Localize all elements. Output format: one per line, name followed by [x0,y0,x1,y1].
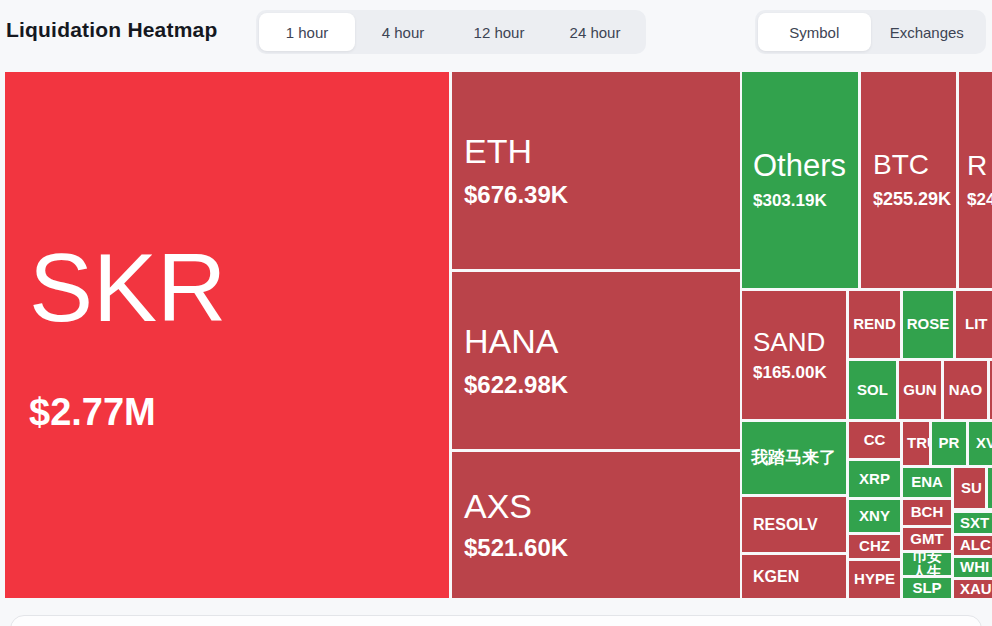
liquidation-treemap: SKR $2.77M ETH $676.39K HANA $622.98K AXS $521.… [5,72,992,600]
tile-symbol: ETH [464,133,532,170]
tile-symbol: KGEN [753,568,799,585]
tile-symbol: XAU [960,581,992,597]
view-toggle: SymbolExchanges [755,10,986,54]
treemap-tile-chz[interactable]: CHZ [849,535,900,558]
treemap-tile-ena[interactable]: ENA [903,468,951,497]
tile-value: $24 [967,191,992,210]
tile-symbol: 币安 人生 [912,553,942,575]
treemap-tile-sol[interactable]: SOL [849,361,896,419]
tab-24-hour[interactable]: 24 hour [547,13,643,51]
tile-symbol: REND [853,316,896,332]
treemap-tile-sand[interactable]: SAND $165.00K [742,291,846,419]
tile-symbol: XRP [859,471,890,487]
treemap-tile-nao[interactable]: NAO [944,361,987,419]
treemap-tile-whi[interactable]: WHI [954,558,992,577]
tile-symbol: PR [939,435,960,451]
treemap-tile-sxt[interactable]: SXT [954,513,992,533]
treemap-tile-cc[interactable]: CC [849,422,900,458]
timeframe-tabs: 1 hour4 hour12 hour24 hour [256,10,646,54]
treemap-tile-gun[interactable]: GUN [899,361,941,419]
tile-symbol: CHZ [859,538,890,554]
tile-value: $165.00K [753,364,827,383]
treemap-tile-cn-meme[interactable]: 我踏马来了 [742,422,846,494]
page-title: Liquidation Heatmap [6,18,217,42]
tile-symbol: Others [753,149,846,182]
tile-value: $303.19K [753,192,827,211]
tile-symbol: GMT [910,531,943,547]
tile-symbol: ROSE [907,316,950,332]
tab-1-hour[interactable]: 1 hour [259,13,355,51]
tile-symbol: CC [864,432,886,448]
treemap-tile-eth[interactable]: ETH $676.39K [452,72,740,269]
treemap-tile-xv[interactable]: XV [969,422,992,465]
treemap-tile-hype[interactable]: HYPE [849,561,900,598]
tile-symbol: ALC [960,537,991,553]
tile-value: $521.60K [464,535,568,561]
treemap-tile-others[interactable]: Others $303.19K [742,72,858,288]
tile-symbol: 我踏马来了 [751,449,836,467]
treemap-tile-su[interactable]: SU [954,468,985,508]
tile-symbol: HYPE [854,571,895,587]
treemap-tile-gmt[interactable]: GMT [903,528,951,550]
tile-symbol: SAND [753,328,825,356]
tab-4-hour[interactable]: 4 hour [355,13,451,51]
treemap-tile-xny[interactable]: XNY [849,500,900,532]
tile-symbol: SLP [912,580,941,596]
treemap-tile-xau[interactable]: XAU [954,580,992,598]
next-section-card [10,615,982,626]
tile-symbol: BCH [911,504,944,520]
treemap-tile-r-clipped[interactable]: R $24 [959,72,992,288]
treemap-tile-rend[interactable]: REND [849,291,900,358]
tile-value: $255.29K [873,190,951,210]
tile-symbol: NAO [949,382,982,398]
tile-symbol: WHI [960,559,989,575]
treemap-tile-skr[interactable]: SKR $2.77M [5,72,449,598]
treemap-tile-cn-binance-life[interactable]: 币安 人生 [903,553,951,575]
tile-value: $676.39K [464,182,568,208]
tile-value: $2.77M [29,392,156,434]
tile-symbol: GUN [903,382,936,398]
tab-12-hour[interactable]: 12 hour [451,13,547,51]
tile-symbol: SKR [29,236,226,340]
tile-symbol: BTC [873,150,929,180]
tile-symbol: R [967,151,987,181]
treemap-tile-lit[interactable]: LIT [956,291,992,358]
treemap-tile-xrp[interactable]: XRP [849,461,900,497]
treemap-tile-kgen[interactable]: KGEN [742,555,846,598]
treemap-tile-alc[interactable]: ALC [954,536,992,555]
treemap-tile-a-clipped[interactable]: A [988,468,992,508]
tile-symbol: TRU [907,435,929,451]
treemap-tile-rose[interactable]: ROSE [903,291,953,358]
tile-symbol: HANA [464,323,558,360]
tile-symbol: AXS [464,488,532,525]
treemap-tile-bch[interactable]: BCH [903,500,951,525]
tile-value: $622.98K [464,372,568,398]
treemap-tile-pr[interactable]: PR [932,422,966,465]
toggle-exchanges[interactable]: Exchanges [871,13,984,51]
tile-symbol: XV [976,435,992,451]
tile-symbol: ENA [911,474,943,490]
treemap-tile-resolv[interactable]: RESOLV [742,497,846,552]
treemap-tile-hana[interactable]: HANA $622.98K [452,272,740,449]
tile-symbol: SXT [960,515,989,531]
tile-symbol: SOL [857,382,888,398]
treemap-tile-axs[interactable]: AXS $521.60K [452,452,740,598]
tile-symbol: XNY [859,508,890,524]
treemap-tile-btc[interactable]: BTC $255.29K [861,72,956,288]
treemap-tile-tru[interactable]: TRU [903,422,929,465]
tile-symbol: LIT [965,316,988,332]
toggle-symbol[interactable]: Symbol [758,13,871,51]
tile-symbol: SU [961,480,982,496]
treemap-tile-slp[interactable]: SLP [903,578,951,598]
tile-symbol: RESOLV [753,516,818,533]
